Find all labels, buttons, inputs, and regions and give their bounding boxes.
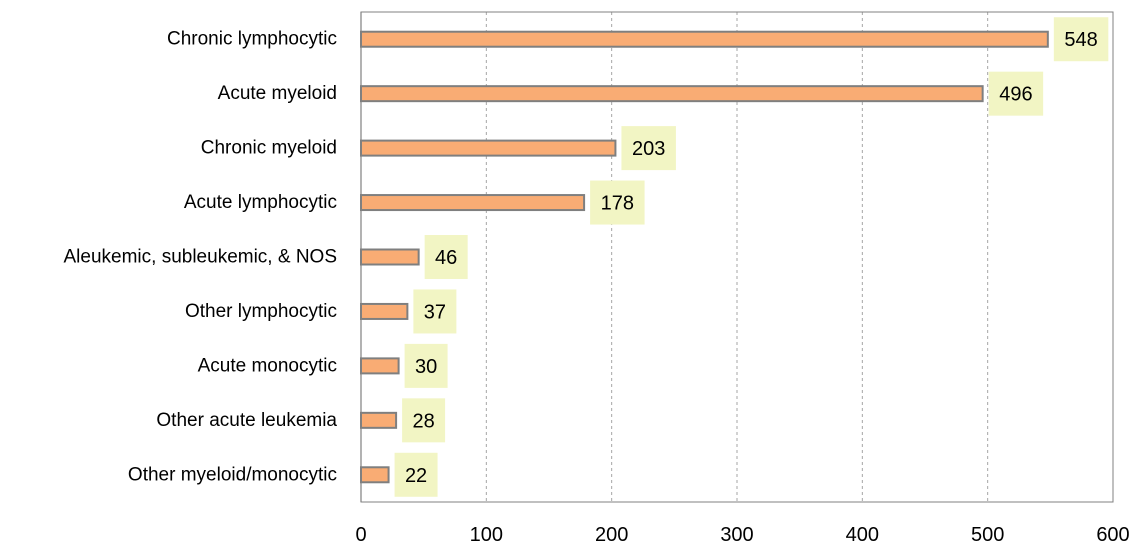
- bar: [360, 248, 420, 266]
- bar: [360, 30, 1049, 48]
- category-label: Acute monocytic: [198, 355, 337, 376]
- bars: [360, 30, 1049, 484]
- data-label: 30: [415, 356, 437, 378]
- data-label-box: [1053, 17, 1109, 62]
- x-tick-label: 0: [355, 524, 366, 546]
- data-label: 22: [405, 465, 427, 487]
- bar: [360, 466, 390, 484]
- bar: [360, 85, 984, 103]
- x-tick-label: 500: [971, 524, 1004, 546]
- data-label-box: [621, 126, 676, 171]
- data-label: 28: [412, 410, 434, 432]
- data-label: 496: [999, 84, 1032, 106]
- data-label-box: [404, 343, 448, 388]
- category-label: Other myeloid/monocytic: [128, 464, 337, 485]
- category-label: Aleukemic, subleukemic, & NOS: [64, 247, 338, 268]
- data-label-box: [424, 235, 468, 279]
- data-label-box: [394, 452, 438, 497]
- category-label: Other lymphocytic: [185, 301, 337, 322]
- data-label: 46: [435, 247, 457, 269]
- data-label-box: [590, 180, 645, 225]
- bar: [360, 139, 617, 157]
- data-label-box: [402, 398, 446, 443]
- category-label: Other acute leukemia: [156, 410, 337, 431]
- category-label: Chronic myeloid: [201, 138, 337, 159]
- data-label: 178: [601, 193, 634, 215]
- bar: [360, 194, 586, 212]
- data-label: 548: [1064, 29, 1097, 51]
- data-label: 37: [424, 301, 446, 323]
- x-tick-label: 200: [595, 524, 628, 546]
- x-tick-label: 600: [1096, 524, 1129, 546]
- axes: Chronic lymphocytic Acute myeloid Chronic …: [64, 11, 1130, 546]
- category-label: Chronic lymphocytic: [167, 29, 337, 50]
- category-label: Acute myeloid: [218, 83, 337, 104]
- bar: [360, 357, 400, 375]
- bar: [360, 411, 398, 429]
- data-labels: 548 496 203 178 46 37 30 28 22: [394, 17, 1109, 497]
- bar: [360, 302, 409, 320]
- data-label: 203: [632, 138, 665, 160]
- x-tick-label: 100: [470, 524, 503, 546]
- data-label-box: [988, 71, 1044, 116]
- data-label-box: [413, 289, 457, 334]
- x-tick-label: 300: [720, 524, 753, 546]
- x-tick-label: 400: [846, 524, 879, 546]
- category-label: Acute lymphocytic: [184, 192, 337, 213]
